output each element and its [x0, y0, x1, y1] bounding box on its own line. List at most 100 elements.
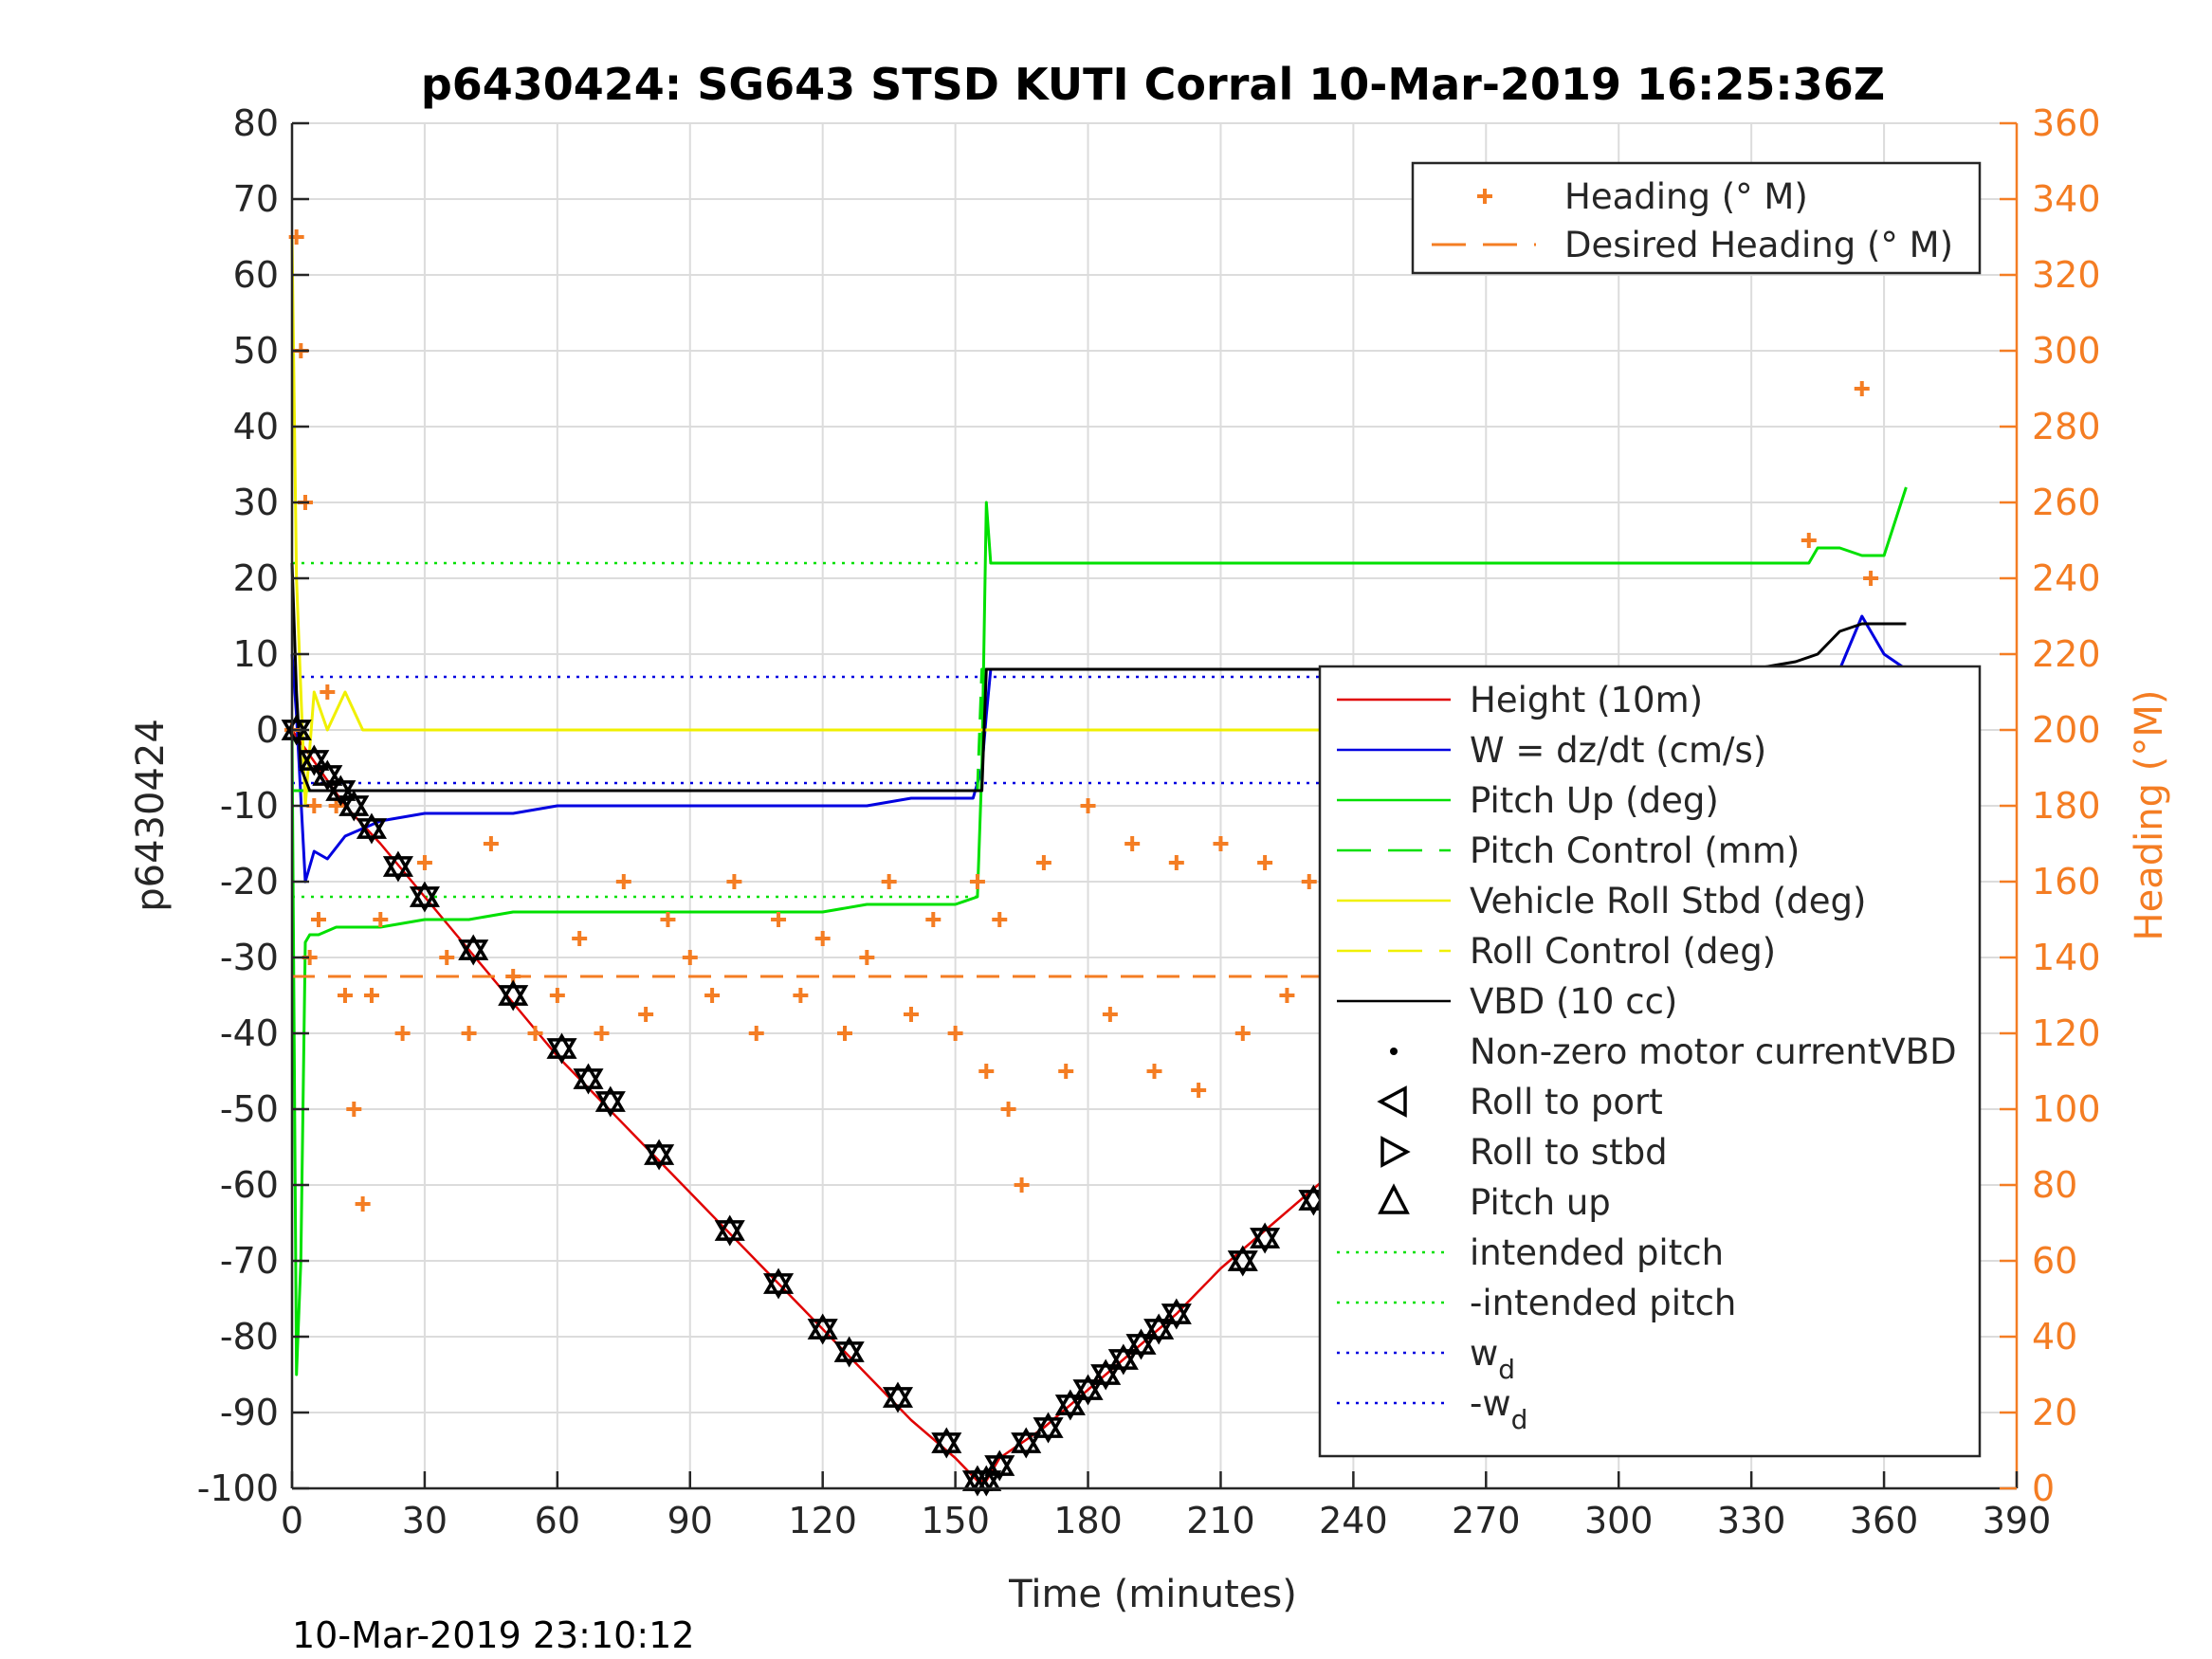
y-tick-label: -60 [220, 1164, 279, 1206]
heading-point [1213, 836, 1229, 851]
heading-point [704, 988, 721, 1003]
roll-marker [458, 939, 489, 966]
y-tick-label: -30 [220, 937, 279, 978]
roll-marker [281, 720, 312, 746]
y-tick-label: -40 [220, 1012, 279, 1054]
x-tick-label: 150 [921, 1500, 990, 1541]
legend-label-vehicle-roll-stbd-deg-4: Vehicle Roll Stbd (deg) [1470, 881, 1866, 921]
heading-point [1124, 836, 1141, 851]
legend-label-pitch-control-mm-3: Pitch Control (mm) [1470, 830, 1800, 871]
pitch-up-marker [1090, 1358, 1122, 1385]
y2-tick-label: 40 [2032, 1316, 2077, 1358]
legend-main: Height (10m) W = dz/dt (cm/s) Pitch Up (de… [1318, 665, 1982, 1458]
pitch-up-marker [312, 759, 343, 786]
y2-tick-label: 360 [2032, 102, 2101, 144]
roll-marker [498, 985, 529, 1012]
heading-point [793, 988, 809, 1003]
roll-marker [1227, 1250, 1258, 1277]
x-axis-label: Time (minutes) [1008, 1573, 1297, 1616]
pitch-up-marker [1072, 1374, 1104, 1400]
heading-point [549, 988, 565, 1003]
legend-swatch-pitch-up-10 [1378, 1183, 1410, 1214]
heading-point [1301, 874, 1317, 889]
roll-marker [833, 1341, 865, 1368]
roll-marker [1125, 1334, 1157, 1360]
heading-point [1000, 1102, 1016, 1117]
y2-tick-label: 80 [2032, 1164, 2077, 1206]
x-tick-label: 0 [281, 1500, 303, 1541]
heading-point [1146, 1064, 1162, 1079]
y-tick-label: 10 [233, 633, 279, 675]
heading-point [320, 684, 336, 700]
pitch-up-marker [299, 744, 330, 771]
y-tick-label: 20 [233, 557, 279, 599]
legend-label-pitch-up-deg-2: Pitch Up (deg) [1470, 780, 1719, 821]
legend-heading: Heading (° M) Desired Heading (° M) [1411, 161, 1982, 275]
heading-point [947, 1026, 963, 1041]
legend-heading-box [1411, 161, 1982, 275]
legend-swatch-roll-to-stbd-9 [1380, 1136, 1411, 1168]
heading-point [1080, 798, 1096, 813]
y-tick-label: 40 [233, 406, 279, 447]
heading-point [1854, 381, 1870, 396]
roll-marker [882, 1387, 914, 1413]
roll-marker [984, 1455, 1015, 1482]
pitch-up-marker [356, 812, 388, 839]
legend-label-heading-m: Heading (° M) [1564, 176, 1808, 217]
pitch-up-marker [1011, 1427, 1042, 1453]
y2-tick-label: 200 [2032, 709, 2101, 751]
roll-marker [971, 1470, 1002, 1497]
y2-tick-label: 260 [2032, 482, 2101, 523]
heading-point [1058, 1064, 1074, 1079]
x-tick-label: 360 [1850, 1500, 1919, 1541]
heading-point [337, 988, 353, 1003]
roll-marker [312, 765, 343, 792]
roll-marker [1054, 1395, 1086, 1421]
legend-label-vbd-10-cc-6: VBD (10 cc) [1470, 981, 1677, 1022]
heading-point [925, 912, 941, 927]
roll-marker [1072, 1379, 1104, 1406]
y2-tick-label: 20 [2032, 1392, 2077, 1433]
roll-marker [356, 818, 388, 845]
series-vbd-10-cc [290, 562, 1907, 793]
heading-point [1102, 1007, 1118, 1022]
y2-tick-label: 340 [2032, 178, 2101, 220]
roll-marker [762, 1273, 795, 1300]
y-tick-label: -80 [220, 1316, 279, 1358]
legend-swatch-roll-to-port-8 [1377, 1085, 1407, 1118]
y2-tick-label: 140 [2032, 937, 2101, 978]
roll-marker [714, 1220, 745, 1247]
x-tick-label: 270 [1452, 1500, 1521, 1541]
pitch-up-marker [882, 1381, 914, 1408]
heading-point [310, 912, 326, 927]
heading-point [572, 931, 588, 946]
heading-point [1168, 855, 1184, 870]
pitch-up-marker [714, 1214, 745, 1241]
y-tick-label: 70 [233, 178, 279, 220]
x-tick-label: 240 [1319, 1500, 1388, 1541]
legend-label-height-10m-0: Height (10m) [1470, 680, 1703, 720]
heading-point [903, 1007, 919, 1022]
pitch-up-marker [382, 850, 413, 877]
roll-marker [594, 1091, 626, 1118]
heading-point [1191, 1083, 1207, 1098]
legend-label-desired-heading-m: Desired Heading (° M) [1564, 225, 1953, 265]
roll-marker [1161, 1304, 1192, 1330]
legend-swatch-non-zero-motor-currentvbd-7 [1390, 1048, 1398, 1055]
footer-timestamp: 10-Mar-2019 23:10:12 [292, 1614, 695, 1656]
legend-label-intended-pitch-11: intended pitch [1470, 1232, 1724, 1273]
y2-tick-label: 220 [2032, 633, 2101, 675]
series-pitch-up-deg [290, 486, 1908, 1376]
pitch-up-marker [1125, 1328, 1157, 1355]
heading-point [1035, 855, 1051, 870]
pitch-up-marker [573, 1063, 604, 1089]
x-tick-label: 210 [1186, 1500, 1255, 1541]
y-tick-label: -100 [197, 1468, 279, 1509]
y-tick-label: 80 [233, 102, 279, 144]
heading-point [1014, 1177, 1030, 1193]
heading-point [726, 874, 742, 889]
heading-point [461, 1026, 477, 1041]
roll-marker [325, 780, 356, 807]
y2-tick-label: 0 [2032, 1468, 2055, 1509]
